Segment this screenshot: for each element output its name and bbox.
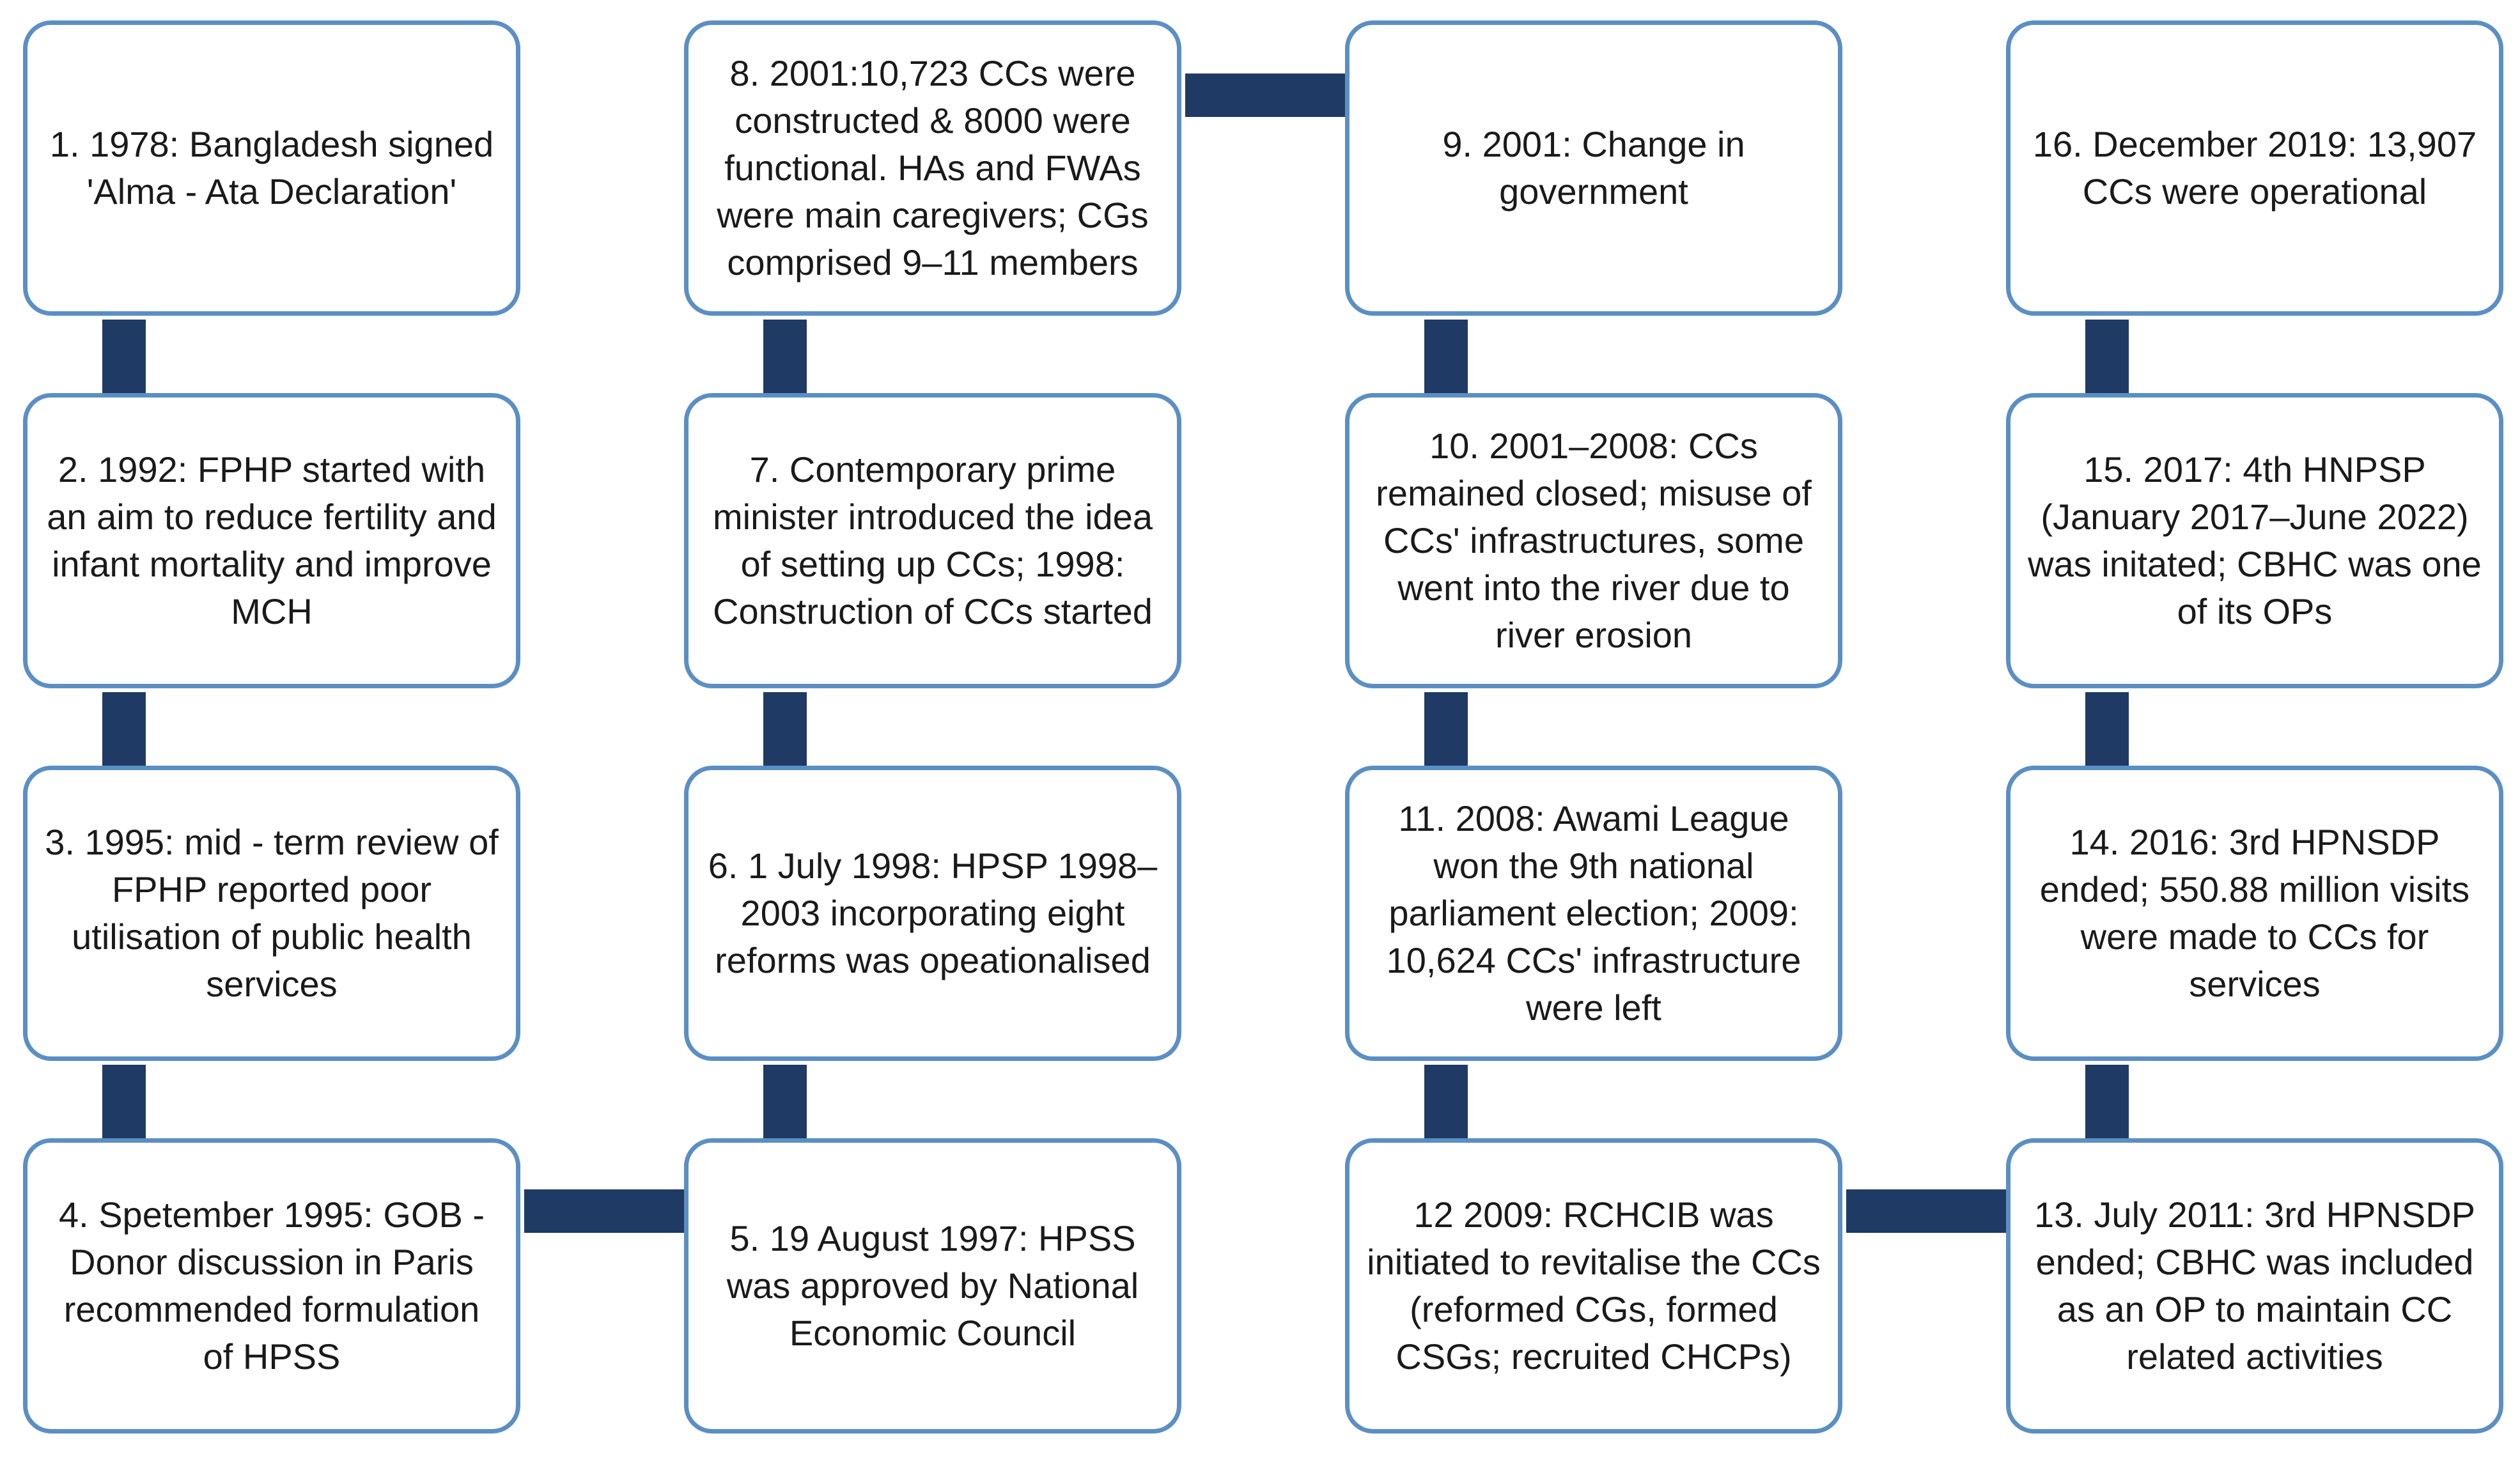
connector-2-3: [102, 692, 146, 766]
connector-6-7: [763, 692, 807, 766]
event-text-1: 1. 1978: Bangladesh signed 'Alma - Ata D…: [49, 124, 494, 212]
connector-3-4: [102, 1065, 146, 1138]
connector-10-11: [1424, 692, 1468, 766]
event-box-7: 7. Contemporary prime minister introduce…: [684, 393, 1181, 688]
event-text-13: 13. July 2011: 3rd HPNSDP ended; CBHC wa…: [2034, 1194, 2475, 1377]
event-box-3: 3. 1995: mid - term review of FPHP repor…: [23, 766, 520, 1061]
connector-14-15: [2085, 692, 2129, 766]
connector-12-13: [1846, 1189, 2007, 1233]
event-text-9: 9. 2001: Change in government: [1442, 124, 1745, 212]
event-box-12: 12 2009: RCHCIB was initiated to revital…: [1345, 1138, 1842, 1434]
event-box-6: 6. 1 July 1998: HPSP 1998–2003 incorpora…: [684, 766, 1181, 1061]
event-box-5: 5. 19 August 1997: HPSS was approved by …: [684, 1138, 1181, 1434]
connector-8-9: [1185, 73, 1346, 117]
event-box-2: 2. 1992: FPHP started with an aim to red…: [23, 393, 520, 688]
event-text-12: 12 2009: RCHCIB was initiated to revital…: [1367, 1194, 1821, 1377]
event-box-8: 8. 2001:10,723 CCs were constructed & 80…: [684, 20, 1181, 316]
event-box-14: 14. 2016: 3rd HPNSDP ended; 550.88 milli…: [2006, 766, 2503, 1061]
event-text-4: 4. Spetember 1995: GOB - Donor discussio…: [58, 1194, 485, 1377]
event-box-15: 15. 2017: 4th HNPSP (January 2017–June 2…: [2006, 393, 2503, 688]
connector-15-16: [2085, 320, 2129, 393]
event-text-6: 6. 1 July 1998: HPSP 1998–2003 incorpora…: [708, 846, 1158, 980]
event-box-13: 13. July 2011: 3rd HPNSDP ended; CBHC wa…: [2006, 1138, 2503, 1434]
connector-5-6: [763, 1065, 807, 1138]
event-text-10: 10. 2001–2008: CCs remained closed; misu…: [1376, 426, 1812, 655]
event-text-3: 3. 1995: mid - term review of FPHP repor…: [45, 822, 499, 1004]
event-text-11: 11. 2008: Awami League won the 9th natio…: [1386, 798, 1801, 1028]
connector-4-5: [524, 1189, 685, 1233]
connector-13-14: [2085, 1065, 2129, 1138]
connector-11-12: [1424, 1065, 1468, 1138]
event-text-2: 2. 1992: FPHP started with an aim to red…: [47, 449, 497, 631]
connector-7-8: [763, 320, 807, 393]
event-box-4: 4. Spetember 1995: GOB - Donor discussio…: [23, 1138, 520, 1434]
event-text-7: 7. Contemporary prime minister introduce…: [713, 449, 1153, 631]
connector-1-2: [102, 320, 146, 393]
event-text-14: 14. 2016: 3rd HPNSDP ended; 550.88 milli…: [2039, 822, 2470, 1004]
connector-9-10: [1424, 320, 1468, 393]
event-box-16: 16. December 2019: 13,907 CCs were opera…: [2006, 20, 2503, 316]
event-text-5: 5. 19 August 1997: HPSS was approved by …: [726, 1218, 1139, 1353]
event-box-10: 10. 2001–2008: CCs remained closed; misu…: [1345, 393, 1842, 688]
event-text-8: 8. 2001:10,723 CCs were constructed & 80…: [717, 53, 1149, 282]
event-text-16: 16. December 2019: 13,907 CCs were opera…: [2032, 124, 2477, 212]
event-box-9: 9. 2001: Change in government: [1345, 20, 1842, 316]
event-box-1: 1. 1978: Bangladesh signed 'Alma - Ata D…: [23, 20, 520, 316]
event-box-11: 11. 2008: Awami League won the 9th natio…: [1345, 766, 1842, 1061]
event-text-15: 15. 2017: 4th HNPSP (January 2017–June 2…: [2028, 449, 2482, 631]
